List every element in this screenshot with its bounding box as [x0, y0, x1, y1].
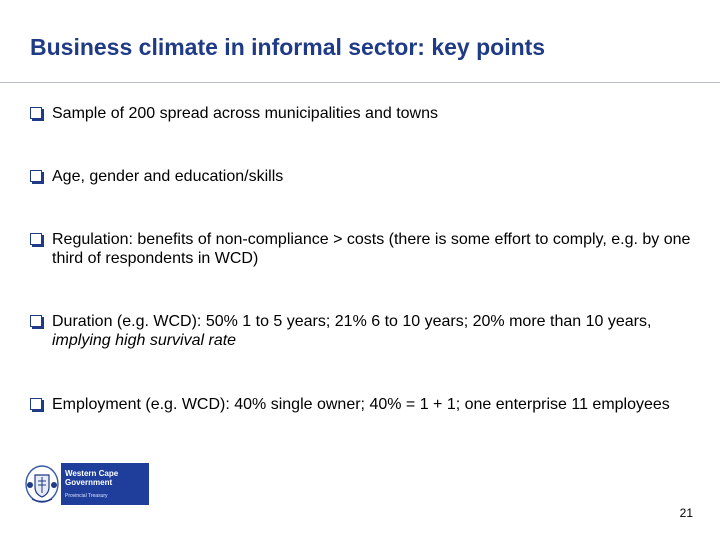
- checkbox-bullet-icon: [30, 170, 42, 182]
- checkbox-bullet-icon: [30, 107, 42, 119]
- bullet-text: Employment (e.g. WCD): 40% single owner;…: [52, 395, 700, 414]
- title-divider: [0, 82, 720, 83]
- logo-subtitle: Provincial Treasury: [65, 493, 108, 499]
- bullet-text-segment: Age, gender and education/skills: [52, 168, 284, 185]
- checkbox-bullet-icon: [30, 315, 42, 327]
- bullet-text-segment: Duration (e.g. WCD): 50% 1 to 5 years; 2…: [52, 313, 652, 330]
- bullet-item-employment: Employment (e.g. WCD): 40% single owner;…: [30, 395, 700, 414]
- logo-panel: Western Cape Government Provincial Treas…: [61, 463, 149, 505]
- bullet-item-duration: Duration (e.g. WCD): 50% 1 to 5 years; 2…: [30, 312, 700, 350]
- logo-title-line1: Western Cape: [65, 469, 119, 478]
- checkbox-bullet-icon: [30, 398, 42, 410]
- bullet-text: Regulation: benefits of non-compliance >…: [52, 230, 700, 268]
- page-number: 21: [679, 506, 693, 520]
- bullet-text-segment: Regulation: benefits of non-compliance >…: [52, 231, 691, 267]
- western-cape-government-logo: Western Cape Government Provincial Treas…: [23, 463, 149, 505]
- coat-of-arms-icon: [23, 463, 61, 505]
- bullet-item-sample: Sample of 200 spread across municipaliti…: [30, 104, 700, 123]
- bullet-text: Age, gender and education/skills: [52, 167, 700, 186]
- slide-title: Business climate in informal sector: key…: [30, 34, 546, 60]
- bullet-item-regulation: Regulation: benefits of non-compliance >…: [30, 230, 700, 268]
- bullet-text: Sample of 200 spread across municipaliti…: [52, 104, 700, 123]
- checkbox-bullet-icon: [30, 233, 42, 245]
- bullet-text-segment: Employment (e.g. WCD): 40% single owner;…: [52, 396, 670, 413]
- bullet-item-demographics: Age, gender and education/skills: [30, 167, 700, 186]
- bullet-text: Duration (e.g. WCD): 50% 1 to 5 years; 2…: [52, 312, 700, 350]
- logo-title-line2: Government: [65, 478, 113, 487]
- bullet-text-segment: Sample of 200 spread across municipaliti…: [52, 105, 438, 122]
- bullet-text-emphasis: implying high survival rate: [52, 332, 237, 349]
